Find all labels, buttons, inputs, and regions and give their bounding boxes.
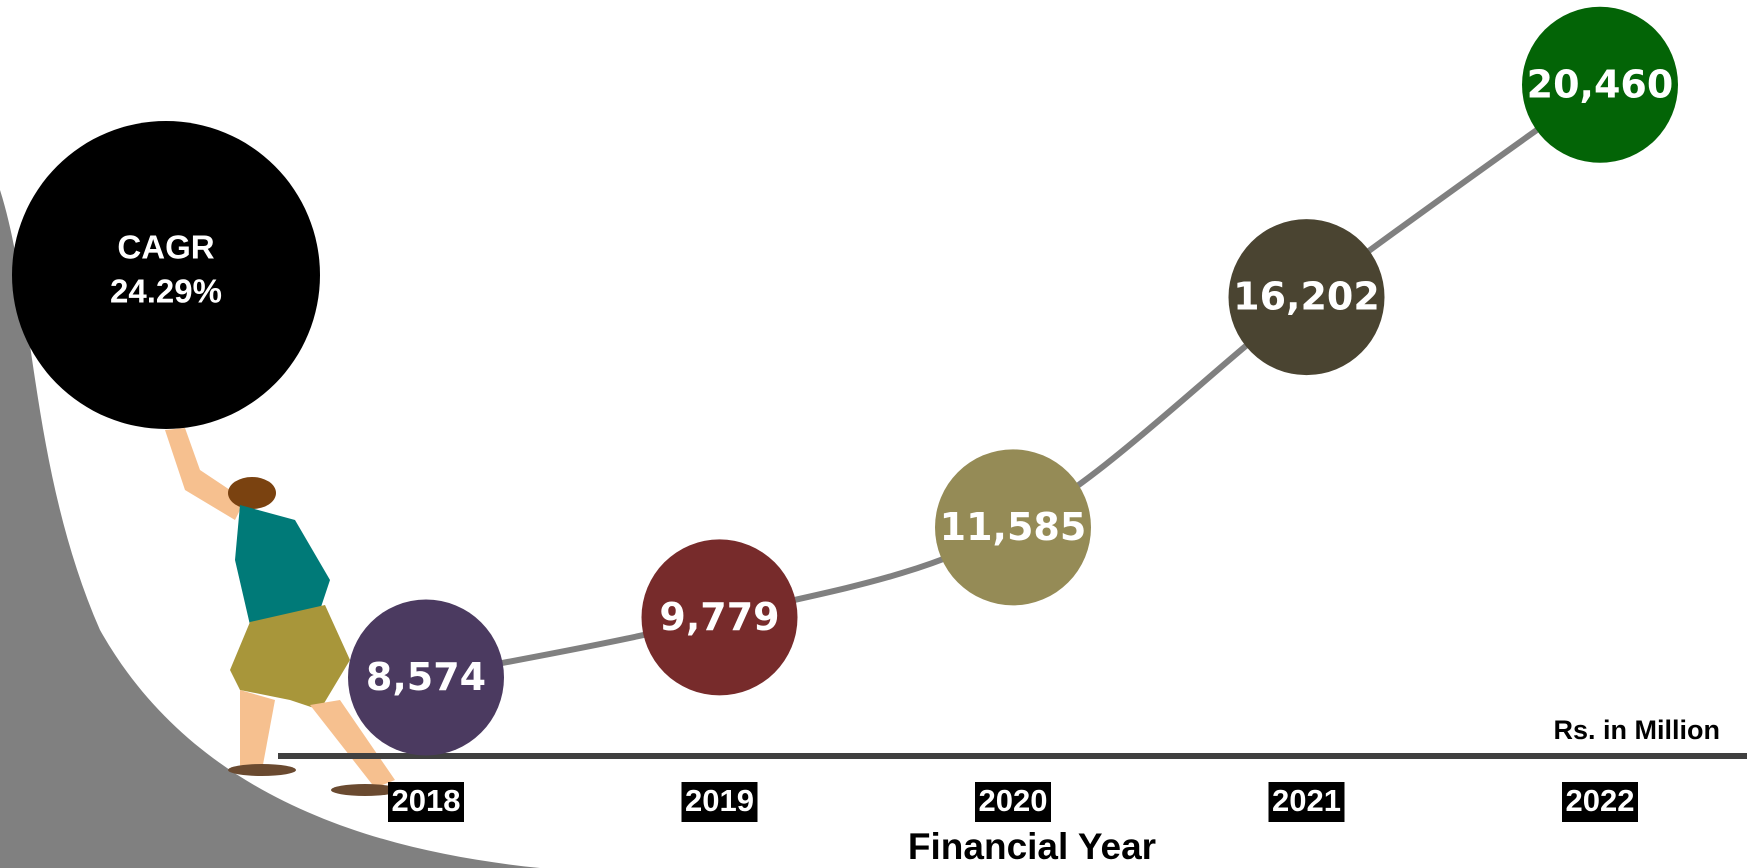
x-tick-box: [681, 782, 758, 822]
point: [1522, 6, 1678, 163]
x-tick-box: [388, 782, 464, 822]
shoe: [228, 764, 296, 776]
y-label: Rs. in Million: [1554, 715, 1721, 745]
value-label: 9,779: [659, 595, 779, 639]
x-tick-box: [1562, 782, 1638, 822]
point: [641, 539, 798, 696]
shirt: [235, 505, 330, 625]
cagr-ball: [12, 121, 320, 429]
x-label: Financial Year: [908, 826, 1156, 867]
shoe: [331, 784, 399, 796]
x-tick-label: 2021: [1272, 783, 1341, 818]
x-tick-box: [975, 782, 1051, 822]
point: [1228, 219, 1385, 376]
value-label: 8,574: [366, 655, 486, 699]
hair: [228, 477, 276, 509]
x-tick-label: 2018: [392, 783, 461, 818]
leg: [240, 690, 275, 770]
arm: [165, 428, 245, 520]
hill: [0, 190, 540, 868]
value-label: 20,460: [1527, 62, 1674, 106]
x-tick-label: 2020: [979, 783, 1048, 818]
x-tick-box: [1268, 782, 1345, 822]
person: [165, 428, 399, 796]
point: [348, 599, 504, 756]
shorts: [230, 605, 350, 710]
value-label: 16,202: [1233, 275, 1380, 319]
leg: [310, 700, 395, 788]
point: [935, 449, 1091, 606]
value-label: 11,585: [940, 505, 1087, 549]
x-tick-label: 2019: [685, 783, 754, 818]
x-tick-label: 2022: [1566, 783, 1635, 818]
cagr-value: 24.29%: [110, 273, 222, 310]
cagr-title: CAGR: [117, 229, 214, 266]
